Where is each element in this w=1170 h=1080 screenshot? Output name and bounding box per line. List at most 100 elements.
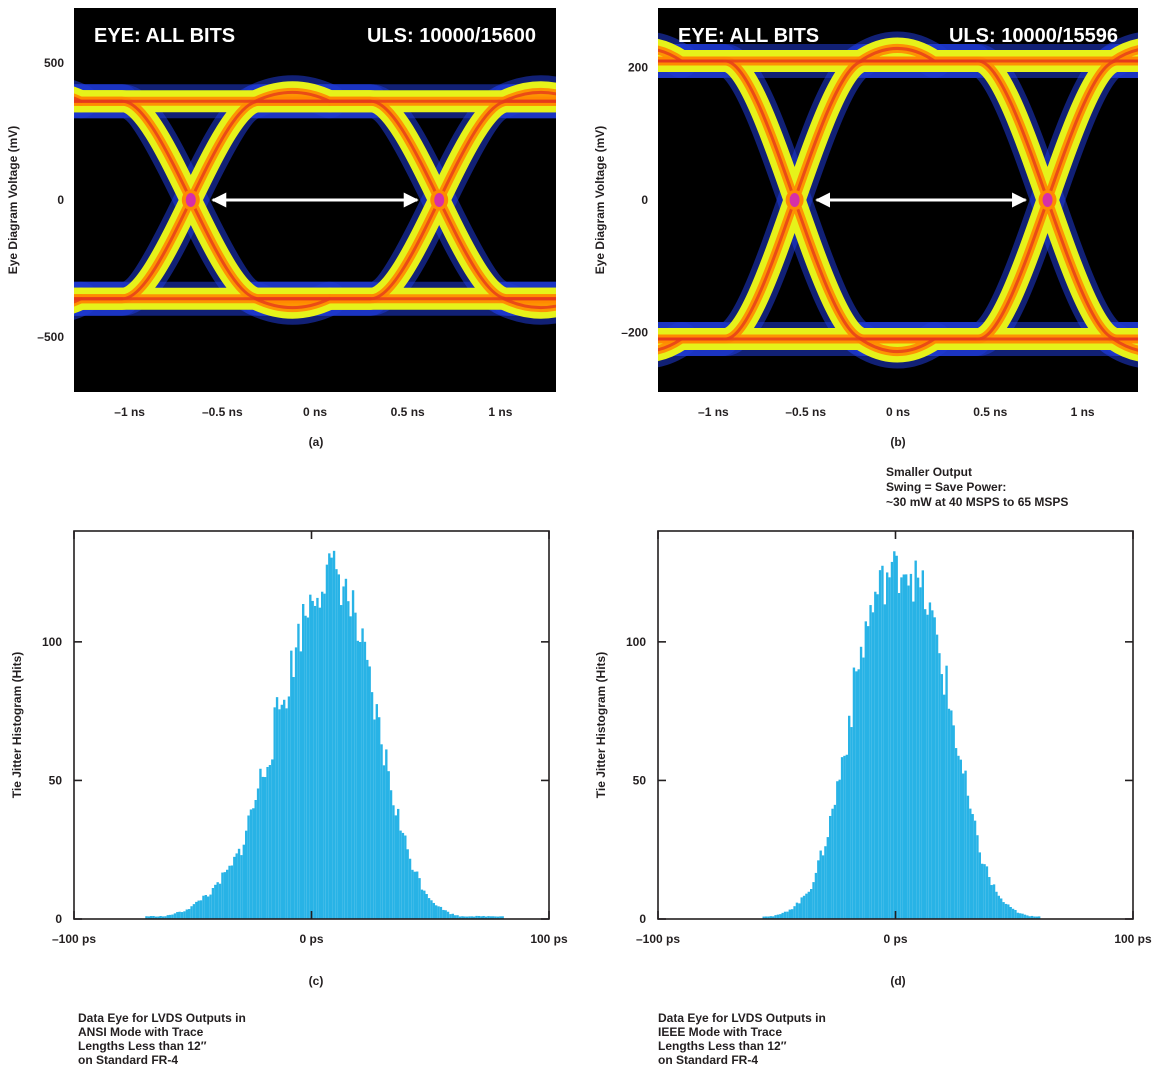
eye-trace-core-4	[74, 93, 86, 106]
histogram-bar	[919, 587, 922, 919]
y-tick-label: 100	[626, 635, 646, 649]
x-tick-label: 100 ps	[530, 932, 568, 946]
histogram-bar	[465, 916, 469, 919]
histogram-bar	[271, 759, 274, 919]
histogram-bar	[888, 577, 891, 919]
histogram-bar	[425, 894, 428, 919]
histogram-bar	[838, 779, 841, 919]
histogram-bar	[886, 572, 889, 919]
caption-line: on Standard FR-4	[658, 1053, 758, 1067]
eye-trace-center-4	[74, 96, 83, 103]
histogram-bar	[347, 601, 350, 919]
y-tick-label: –500	[37, 330, 64, 344]
histogram-bar	[154, 916, 158, 919]
histogram-bar	[373, 719, 376, 919]
histogram-bar	[791, 909, 794, 919]
histogram-bar	[408, 858, 412, 919]
histogram-bar	[1026, 915, 1029, 919]
histogram-bar	[762, 916, 765, 919]
eye-trace-center-8	[858, 46, 936, 63]
histogram-bar	[893, 551, 896, 919]
histogram-bar	[418, 878, 421, 919]
eye-trace-center-8	[253, 90, 332, 103]
histogram-bar	[254, 800, 257, 919]
y-tick-label: 50	[633, 773, 647, 787]
histogram-bar	[392, 805, 395, 919]
histogram-bar	[363, 641, 367, 919]
histogram-bar	[1030, 915, 1034, 919]
caption-line: IEEE Mode with Trace	[658, 1025, 782, 1039]
eye-diagram-panel-a: EYE: ALL BITS ULS: 10000/15600 500 0 –500 –1 …	[6, 8, 556, 449]
histogram-bar	[199, 900, 203, 919]
histogram-bar	[299, 651, 302, 919]
histogram-bar	[874, 591, 877, 919]
histogram-bar	[321, 591, 324, 919]
histogram-bar	[1028, 916, 1031, 919]
histogram-bar	[954, 748, 958, 919]
histogram-bar	[779, 914, 782, 919]
eye-crossing-1	[185, 193, 196, 207]
histogram-bar	[444, 910, 447, 919]
x-tick-label: –1 ns	[114, 405, 145, 419]
histogram-bar	[905, 574, 908, 919]
histogram-bar	[793, 906, 796, 919]
histogram-bar	[931, 610, 934, 919]
caption-line: ANSI Mode with Trace	[78, 1025, 204, 1039]
histogram-bar	[273, 707, 276, 919]
y-tick-label: 0	[57, 193, 64, 207]
histogram-bar	[914, 560, 917, 919]
histogram-bar	[824, 846, 827, 919]
histogram-bar	[458, 916, 462, 919]
histogram-bar	[328, 553, 331, 919]
histogram-bar	[983, 864, 986, 919]
y-tick-label: 500	[44, 56, 64, 70]
histogram-bar	[881, 565, 884, 919]
histogram-bar	[171, 914, 174, 919]
x-tick-label: 1 ns	[1071, 405, 1095, 419]
histogram-bar	[152, 915, 155, 919]
histogram-bar	[166, 915, 169, 919]
histogram-bar	[831, 808, 834, 919]
histogram-bar	[964, 770, 967, 919]
y-tick-label: 200	[628, 61, 648, 75]
eye-trace-center-9	[858, 337, 936, 354]
histogram-bar	[173, 913, 177, 919]
histogram-bar	[924, 609, 927, 919]
histogram-bar	[883, 604, 886, 919]
histogram-bar	[1007, 904, 1010, 919]
histogram-bar	[380, 744, 383, 919]
eye-trace-body-4	[74, 86, 93, 113]
y-axis-title: Eye Diagram Voltage (mV)	[6, 126, 20, 275]
histogram-bar	[788, 909, 791, 919]
histogram-bar	[859, 646, 863, 919]
histogram-bar	[280, 704, 283, 919]
histogram-bar	[475, 915, 478, 919]
histogram-bar	[971, 814, 974, 919]
histogram-bar	[1016, 912, 1019, 919]
histogram-bar	[266, 766, 269, 919]
histogram-bar	[297, 623, 300, 919]
histogram-bar	[190, 906, 193, 919]
histogram-bar	[216, 882, 219, 919]
histogram-bar	[192, 904, 196, 919]
histogram-bar	[935, 634, 939, 919]
histogram-bar	[178, 911, 181, 919]
histogram-bar	[857, 669, 860, 919]
histogram-bar	[798, 903, 801, 919]
histogram-bar	[378, 717, 381, 919]
histogram-bar	[470, 916, 473, 919]
histogram-bar	[228, 865, 231, 919]
x-tick-label: 0 ps	[883, 932, 907, 946]
histogram-bar	[294, 647, 298, 919]
histogram-bar	[772, 916, 775, 919]
histogram-bar	[313, 605, 317, 919]
eye-trace-center-13	[502, 297, 556, 310]
histogram-bar	[240, 855, 243, 919]
histogram-bar	[226, 869, 229, 919]
panel-tag: (d)	[890, 974, 905, 988]
histogram-bar	[237, 848, 241, 919]
histogram-bar	[387, 771, 390, 919]
eye-trace-center-12	[1111, 48, 1138, 63]
histogram-bar	[230, 865, 234, 919]
